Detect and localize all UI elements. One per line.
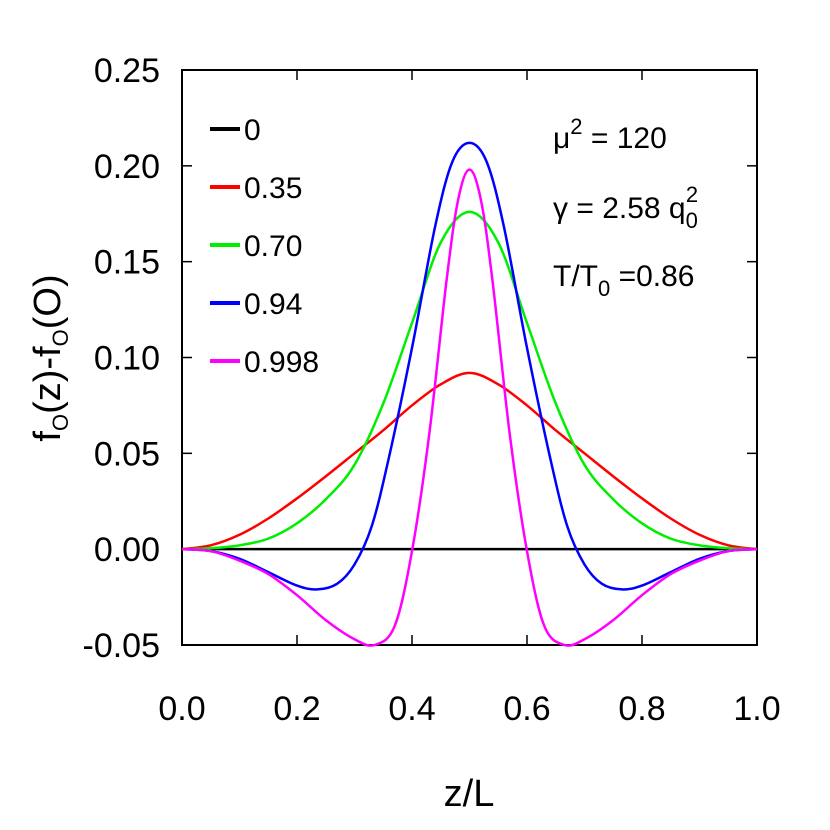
legend-label: 0.35 — [244, 172, 302, 205]
series-line-0-35 — [181, 371, 758, 551]
series-layer — [181, 141, 758, 647]
x-tick-label: 0.8 — [618, 690, 665, 728]
y-tick-label: 0.05 — [94, 435, 160, 473]
y-axis-title-sub2: O — [48, 329, 73, 346]
y-tick-label: 0.10 — [94, 340, 160, 378]
legend: 0 0.35 0.70 0.94 0.998 — [210, 114, 319, 379]
y-axis-title-mid: (z)-f — [27, 346, 69, 414]
legend-label: 0.70 — [244, 230, 302, 263]
y-tick-label: 0.20 — [94, 148, 160, 186]
legend-label: 0.998 — [244, 346, 319, 379]
y-axis-title-main: f — [27, 431, 69, 442]
x-tick-label: 0.2 — [273, 690, 320, 728]
x-axis-ticks: 0.0 0.2 0.4 0.6 0.8 1.0 — [158, 70, 781, 728]
x-tick-label: 0.6 — [503, 690, 550, 728]
y-tick-label: 0.15 — [94, 244, 160, 282]
y-axis-title-sub1: O — [48, 414, 73, 431]
annotation-mu: μ2 = 120 — [553, 114, 667, 155]
y-tick-label: -0.05 — [83, 627, 161, 665]
series-line-0-998 — [181, 168, 758, 647]
series-line-0-94 — [181, 141, 758, 591]
series-line-0-70 — [181, 210, 758, 551]
x-axis-title: z/L — [444, 773, 495, 815]
y-axis-ticks: -0.05 0.00 0.05 0.10 0.15 0.20 0.25 — [83, 52, 757, 665]
annotation-gamma: γ = 2.58 q02 — [553, 182, 698, 233]
y-axis-title-end: (O) — [27, 274, 69, 329]
parameter-annotations: μ2 = 120 γ = 2.58 q02 T/T0 =0.86 — [553, 114, 698, 301]
x-tick-label: 1.0 — [733, 690, 780, 728]
legend-label: 0.94 — [244, 288, 302, 321]
y-axis-title: fO(z)-fO(O) — [27, 274, 73, 441]
x-tick-label: 0.0 — [158, 690, 205, 728]
y-tick-label: 0.00 — [94, 531, 160, 569]
annotation-temperature: T/T0 =0.86 — [553, 260, 695, 301]
y-tick-label: 0.25 — [94, 52, 160, 90]
legend-label: 0 — [244, 114, 261, 147]
x-tick-label: 0.4 — [388, 690, 435, 728]
